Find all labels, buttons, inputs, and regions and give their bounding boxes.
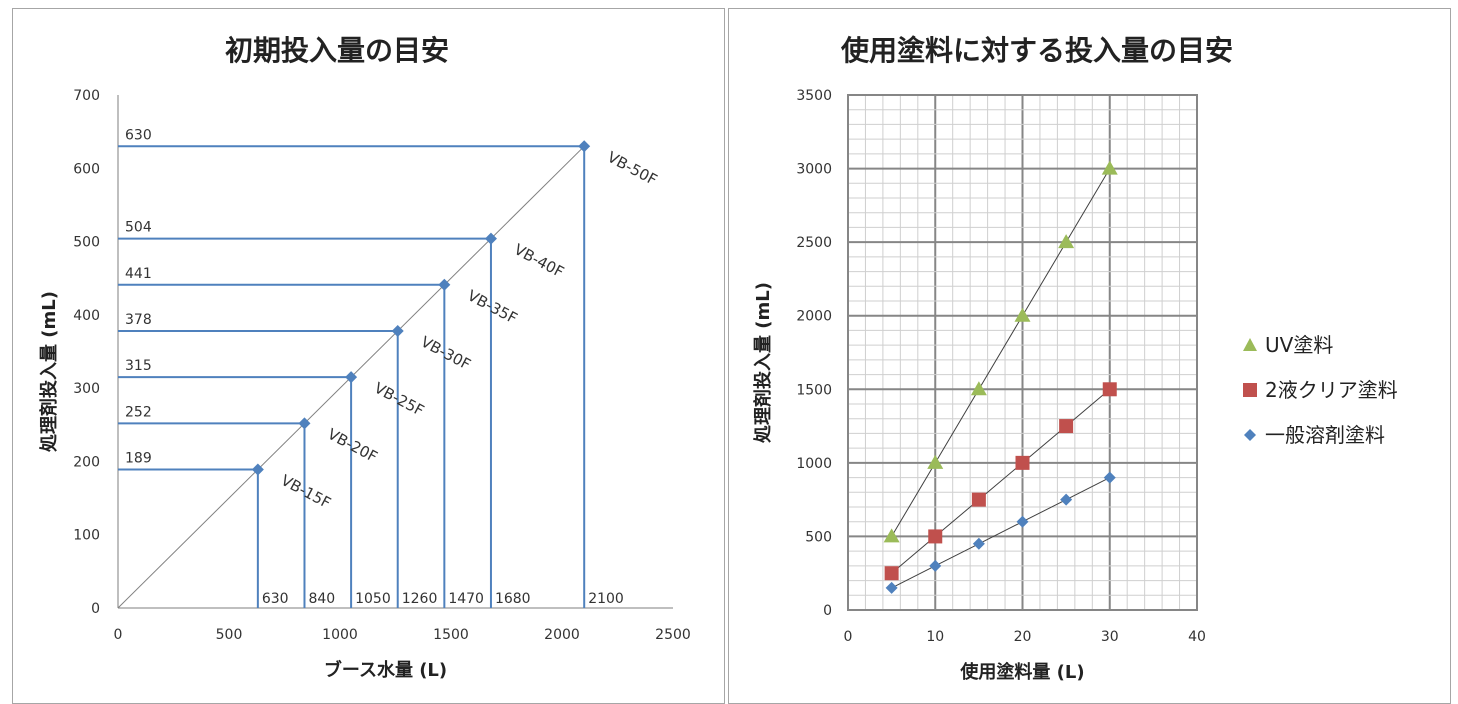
data-point-triangle <box>1014 307 1031 322</box>
point-label: VB-30F <box>418 333 474 374</box>
y-value-label: 315 <box>125 358 152 374</box>
y-value-label: 189 <box>125 450 152 466</box>
data-point <box>391 324 404 337</box>
y-tick-label: 500 <box>73 235 100 251</box>
x-tick-label: 20 <box>1014 629 1032 645</box>
paint-dose-chart: 0 500 1000 1500 2000 2500 3000 3500 0 10 20 30 40 使用塗… <box>752 88 1398 683</box>
data-point <box>251 463 264 476</box>
data-point-diamond <box>1016 515 1029 528</box>
x-value-label: 840 <box>308 591 335 607</box>
data-point-triangle <box>1101 160 1118 175</box>
y-tick-label: 500 <box>805 529 832 545</box>
y-value-label: 504 <box>125 220 152 236</box>
x-axis-title: 使用塗料量 (L) <box>959 661 1084 683</box>
x-value-label: 1470 <box>448 591 484 607</box>
legend-marker-triangle <box>1243 338 1257 351</box>
data-point-diamond <box>1060 493 1073 506</box>
y-tick-label: 2500 <box>796 235 832 251</box>
point-label: VB-35F <box>464 286 520 327</box>
y-tick-label: 200 <box>73 454 100 470</box>
x-axis-title: ブース水量 (L) <box>324 659 447 681</box>
data-point-diamond <box>885 581 898 594</box>
data-point-diamond <box>1103 471 1116 484</box>
x-tick-label: 1000 <box>322 627 358 643</box>
data-point-triangle <box>1058 234 1075 249</box>
legend-label: UV塗料 <box>1265 333 1333 357</box>
y-axis-title: 処理剤投入量 (mL) <box>752 282 774 443</box>
data-point-square <box>971 492 986 507</box>
y-tick-label: 3000 <box>796 162 832 178</box>
legend-label: 2液クリア塗料 <box>1265 378 1398 402</box>
point-label: VB-15F <box>278 471 334 512</box>
data-point-diamond <box>929 559 942 572</box>
x-value-label: 2100 <box>588 591 624 607</box>
chart-panel-initial-dose: 初期投入量の目安 0 100 200 300 400 500 600 700 0 500 1000 1… <box>12 8 725 704</box>
y-tick-label: 0 <box>91 601 100 617</box>
trend-line <box>891 477 1110 589</box>
data-point-square <box>1102 382 1117 397</box>
point-label: VB-50F <box>604 148 660 189</box>
chart-panel-paint-dose: 使用塗料に対する投入量の目安 0 500 1000 1500 2000 2500 3000 3… <box>728 8 1451 704</box>
point-label: VB-25F <box>371 379 427 420</box>
y-tick-label: 1000 <box>796 456 832 472</box>
data-point-triangle <box>927 454 944 469</box>
x-value-label: 630 <box>262 591 289 607</box>
data-point-square <box>1015 455 1030 470</box>
trend-line <box>891 168 1111 537</box>
point-label: VB-40F <box>511 240 567 281</box>
x-tick-label: 40 <box>1188 629 1206 645</box>
chart-title: 初期投入量の目安 <box>225 34 450 67</box>
y-tick-label: 600 <box>73 161 100 177</box>
initial-dose-chart: 0 100 200 300 400 500 600 700 0 500 1000 1500 2000 25… <box>38 88 691 681</box>
data-point <box>438 278 451 291</box>
legend-marker-diamond <box>1244 429 1256 441</box>
x-tick-label: 0 <box>114 627 123 643</box>
y-value-label: 630 <box>125 127 152 143</box>
y-tick-label: 300 <box>73 381 100 397</box>
point-label: VB-20F <box>325 425 381 466</box>
y-tick-label: 400 <box>73 308 100 324</box>
x-tick-label: 10 <box>926 629 944 645</box>
y-axis-title: 処理剤投入量 (mL) <box>38 291 60 452</box>
x-tick-label: 2000 <box>544 627 580 643</box>
data-point-triangle <box>883 528 900 543</box>
y-tick-label: 100 <box>73 528 100 544</box>
plot-area-border <box>847 94 1198 611</box>
legend-marker-square <box>1243 383 1257 397</box>
data-point <box>345 371 358 384</box>
data-point <box>484 232 497 245</box>
y-value-label: 378 <box>125 312 152 328</box>
y-tick-label: 700 <box>73 88 100 104</box>
trend-line <box>891 388 1111 574</box>
data-point-square <box>928 529 943 544</box>
y-value-label: 252 <box>125 404 152 420</box>
x-tick-label: 30 <box>1101 629 1119 645</box>
x-tick-label: 0 <box>844 629 853 645</box>
x-value-label: 1050 <box>355 591 391 607</box>
y-tick-label: 0 <box>823 603 832 619</box>
data-point-triangle <box>970 381 987 396</box>
y-tick-label: 1500 <box>796 382 832 398</box>
x-tick-label: 500 <box>216 627 243 643</box>
y-tick-label: 3500 <box>796 88 832 104</box>
y-value-label: 441 <box>125 266 152 282</box>
x-tick-label: 2500 <box>655 627 691 643</box>
data-point <box>578 140 591 153</box>
data-point-square <box>1059 419 1074 434</box>
data-point-square <box>884 566 899 581</box>
data-point <box>298 417 311 430</box>
x-value-label: 1680 <box>495 591 531 607</box>
y-tick-label: 2000 <box>796 309 832 325</box>
chart-title: 使用塗料に対する投入量の目安 <box>841 34 1234 67</box>
x-tick-label: 1500 <box>433 627 469 643</box>
x-value-label: 1260 <box>402 591 438 607</box>
legend-label: 一般溶剤塗料 <box>1265 423 1385 447</box>
data-point-diamond <box>972 537 985 550</box>
